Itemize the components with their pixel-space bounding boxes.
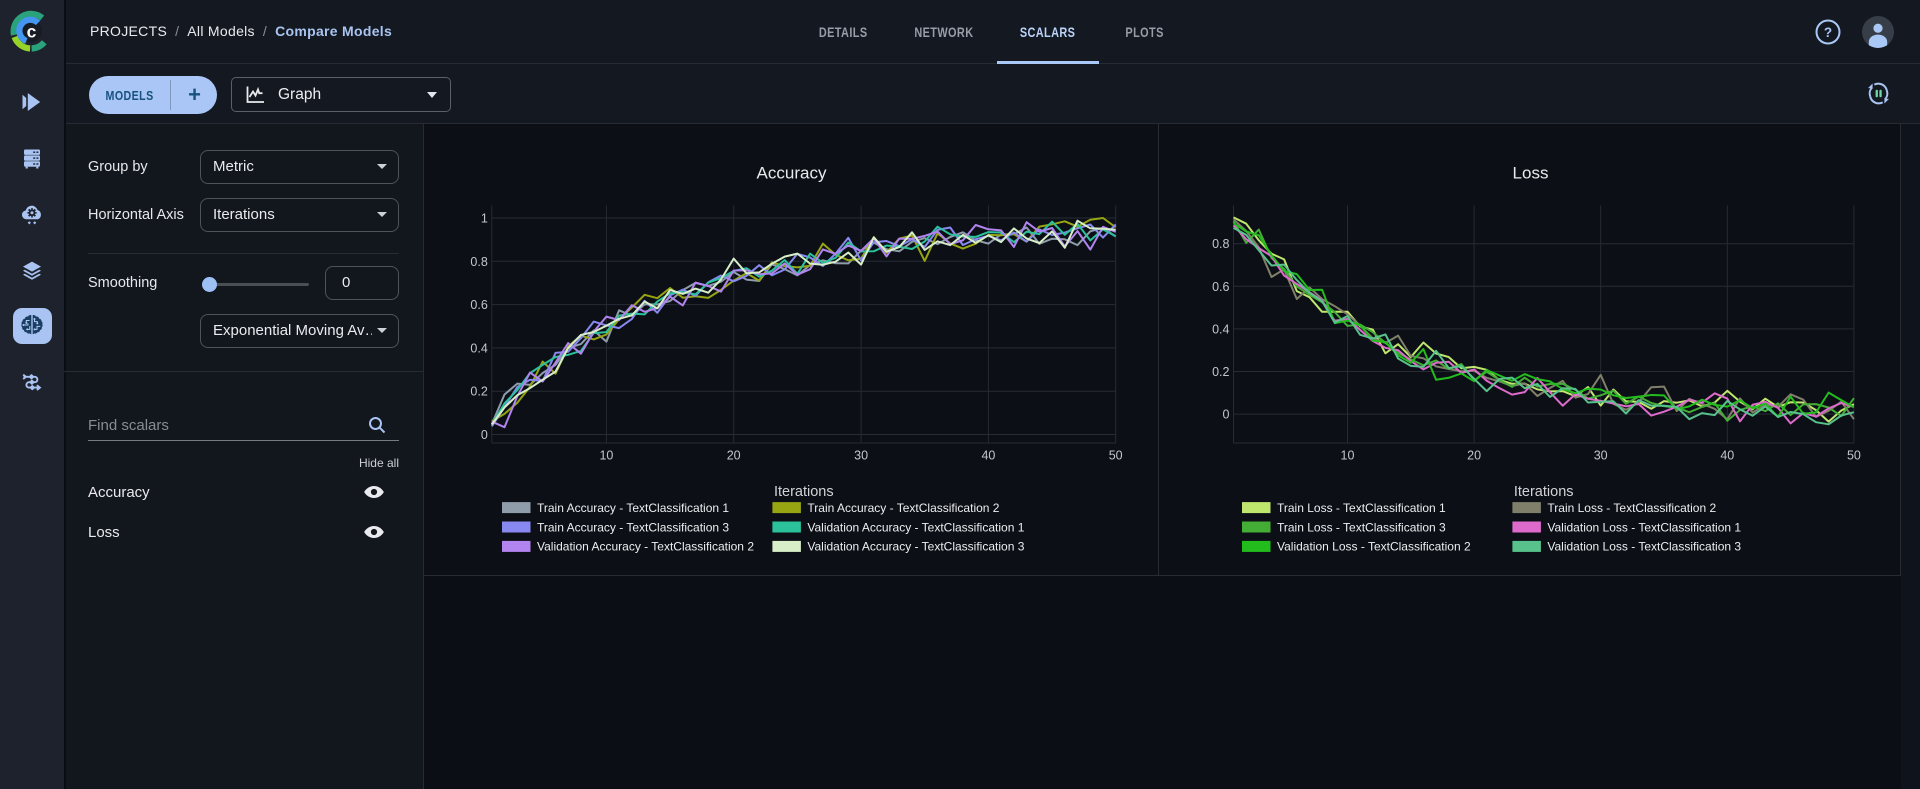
svg-text:50: 50 [1847, 449, 1861, 463]
svg-text:0.4: 0.4 [1212, 322, 1229, 336]
svg-text:0.6: 0.6 [1212, 280, 1229, 294]
svg-text:Validation Loss - TextClassifi: Validation Loss - TextClassification 3 [1547, 540, 1741, 554]
svg-text:Accuracy: Accuracy [757, 164, 827, 183]
svg-text:0.8: 0.8 [470, 255, 487, 269]
svg-text:Train Loss - TextClassificatio: Train Loss - TextClassification 2 [1547, 501, 1716, 515]
svg-text:Train Accuracy - TextClassific: Train Accuracy - TextClassification 1 [537, 501, 729, 515]
svg-text:Validation Accuracy - TextClas: Validation Accuracy - TextClassification… [807, 520, 1024, 534]
svg-text:Iterations: Iterations [1514, 484, 1574, 500]
svg-text:50: 50 [1109, 449, 1123, 463]
svg-text:0: 0 [481, 428, 488, 442]
svg-text:Train Accuracy - TextClassific: Train Accuracy - TextClassification 2 [807, 501, 999, 515]
svg-text:Validation Loss - TextClassifi: Validation Loss - TextClassification 2 [1277, 540, 1471, 554]
svg-text:Validation Accuracy - TextClas: Validation Accuracy - TextClassification… [807, 540, 1024, 554]
svg-text:1: 1 [481, 212, 488, 226]
svg-text:Validation Loss - TextClassifi: Validation Loss - TextClassification 1 [1547, 520, 1741, 534]
svg-text:Validation Accuracy - TextClas: Validation Accuracy - TextClassification… [537, 540, 754, 554]
svg-text:c: c [27, 22, 37, 42]
svg-text:0.2: 0.2 [1212, 365, 1229, 379]
svg-text:Loss: Loss [1513, 164, 1549, 183]
svg-text:30: 30 [1594, 449, 1608, 463]
svg-text:Train Loss - TextClassificatio: Train Loss - TextClassification 1 [1277, 501, 1446, 515]
svg-text:40: 40 [1720, 449, 1734, 463]
svg-text:10: 10 [599, 449, 613, 463]
svg-text:Train Loss - TextClassificatio: Train Loss - TextClassification 3 [1277, 520, 1446, 534]
svg-text:30: 30 [854, 449, 868, 463]
svg-text:?: ? [1824, 25, 1832, 40]
svg-text:20: 20 [727, 449, 741, 463]
svg-text:0: 0 [1223, 408, 1230, 422]
svg-text:Train Accuracy - TextClassific: Train Accuracy - TextClassification 3 [537, 520, 729, 534]
svg-text:0.4: 0.4 [470, 341, 487, 355]
svg-text:Iterations: Iterations [774, 484, 834, 500]
svg-text:40: 40 [981, 449, 995, 463]
svg-text:20: 20 [1467, 449, 1481, 463]
svg-text:0.2: 0.2 [470, 385, 487, 399]
svg-text:0.8: 0.8 [1212, 237, 1229, 251]
svg-text:10: 10 [1341, 449, 1355, 463]
svg-text:0.6: 0.6 [470, 298, 487, 312]
